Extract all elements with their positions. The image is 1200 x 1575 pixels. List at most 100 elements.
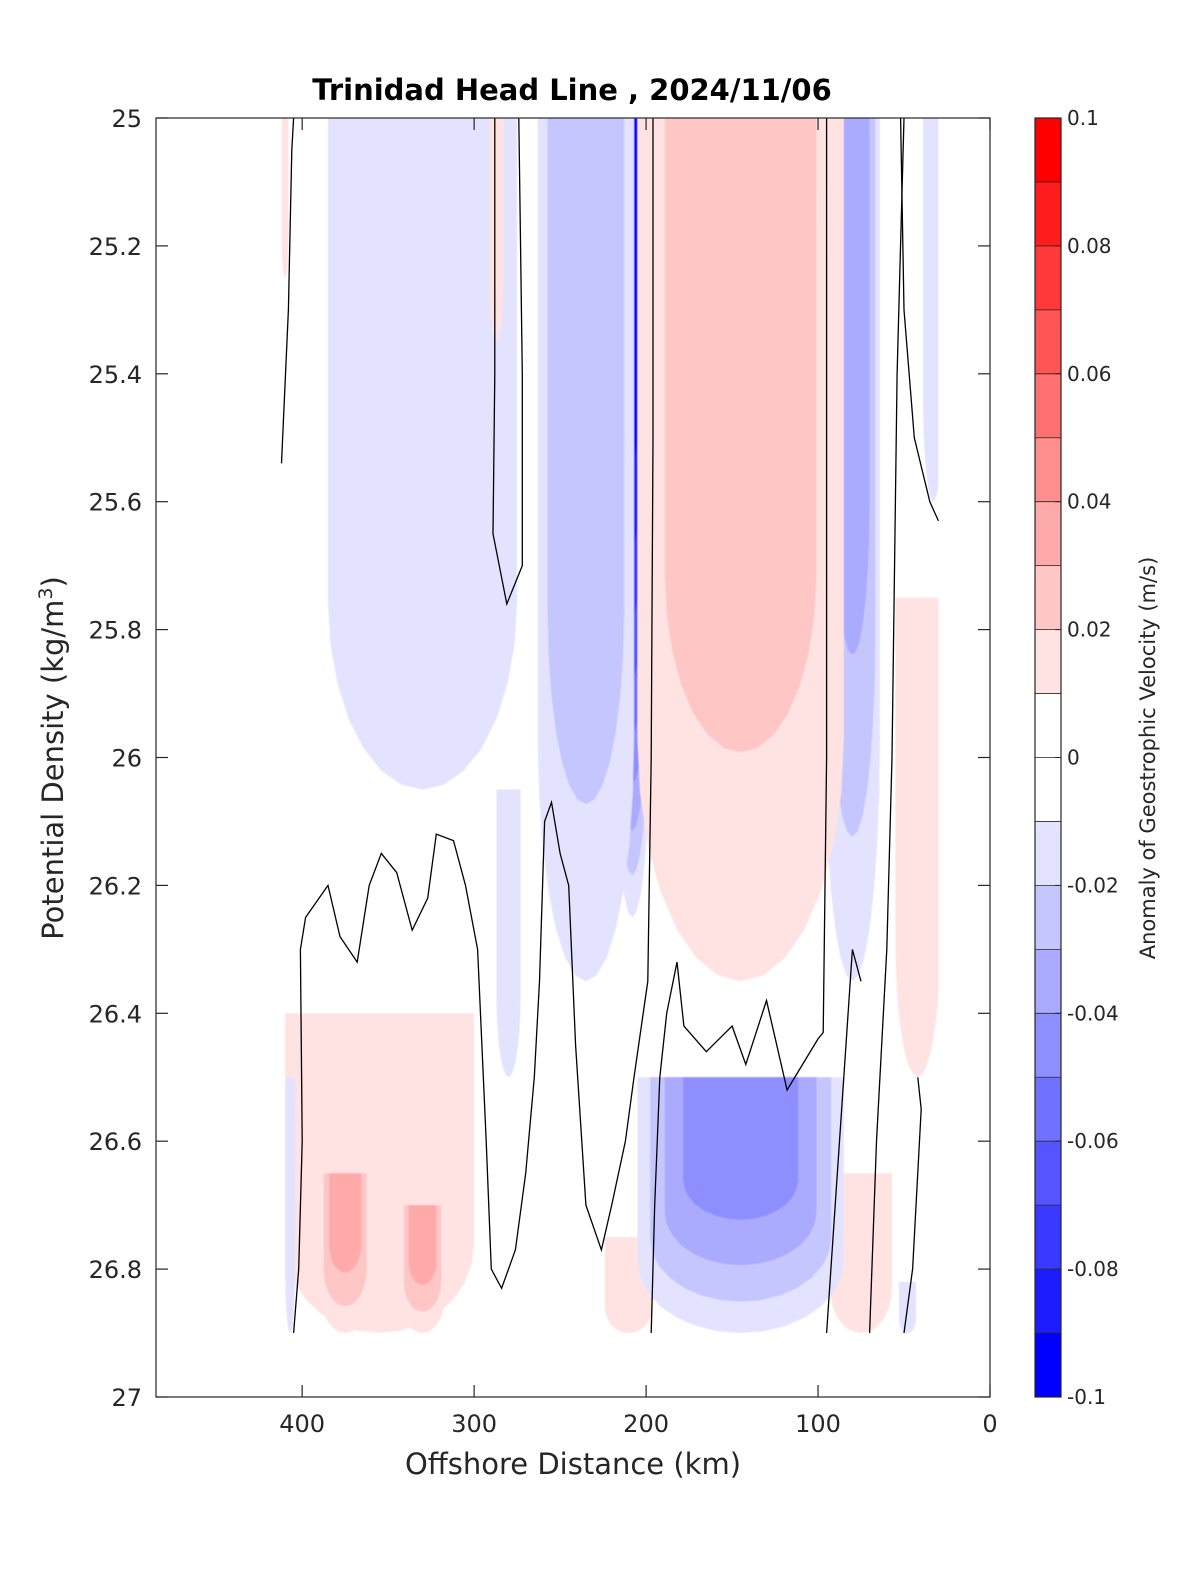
chart-title: Trinidad Head Line , 2024/11/06 xyxy=(312,73,832,107)
x-axis-ticks: 400 300 200 100 0 xyxy=(279,118,998,1438)
colorbar-swatch xyxy=(1035,1269,1061,1334)
x-tick-label: 200 xyxy=(623,1410,669,1438)
y-tick-label: 26.4 xyxy=(89,1000,142,1028)
contour-band xyxy=(489,118,504,342)
plot-area: 400 300 200 100 0 25 25.2 25.4 25.6 25.8 26 26.2 26… xyxy=(89,105,998,1438)
positive-anomaly-region xyxy=(489,118,504,342)
colorbar-swatch xyxy=(1035,181,1061,247)
zero-contour-line xyxy=(899,118,939,522)
contour-band xyxy=(683,1077,799,1220)
colorbar-swatch xyxy=(1035,501,1061,567)
colorbar-swatch xyxy=(1035,757,1061,822)
colorbar-swatch xyxy=(1035,437,1061,503)
y-axis-label-main: Potential Density (kg/m xyxy=(36,600,70,940)
zero-contour-line xyxy=(903,1077,922,1334)
colorbar-swatch xyxy=(1035,1013,1061,1078)
x-axis-label: Offshore Distance (km) xyxy=(405,1447,741,1481)
y-tick-label: 26.2 xyxy=(89,872,142,900)
contour-layers xyxy=(281,118,944,1333)
colorbar-swatch xyxy=(1035,693,1061,758)
zero-contour-lines xyxy=(280,118,939,1334)
colorbar-tick-label: 0.08 xyxy=(1067,234,1112,258)
colorbar-swatch xyxy=(1035,885,1061,950)
positive-anomaly-region xyxy=(895,597,941,1078)
x-tick-label: 400 xyxy=(279,1410,325,1438)
colorbar-tick-label: -0.08 xyxy=(1067,1257,1119,1281)
colorbar-tick-label: -0.06 xyxy=(1067,1129,1119,1153)
colorbar-tick-label: 0.1 xyxy=(1067,106,1099,130)
positive-anomaly-region xyxy=(281,118,289,278)
y-axis-label: Potential Density (kg/m3) xyxy=(35,576,70,940)
colorbar-tick-label: -0.02 xyxy=(1067,873,1119,897)
contour-band xyxy=(328,118,518,790)
contour-band xyxy=(285,1013,475,1333)
y-tick-label: 26 xyxy=(111,745,142,773)
contour-band xyxy=(547,118,625,805)
colorbar-swatch xyxy=(1035,245,1061,311)
positive-anomaly-region xyxy=(637,118,844,982)
contour-band xyxy=(408,1205,437,1285)
contour-fills xyxy=(156,118,990,1397)
colorbar-label: Anomaly of Geostrophic Velocity (m/s) xyxy=(1136,557,1160,960)
y-axis-label-superscript: 3 xyxy=(35,587,57,599)
zero-contour-line xyxy=(868,118,905,1334)
negative-anomaly-region xyxy=(496,789,521,1078)
colorbar-swatch xyxy=(1035,1205,1061,1270)
contour-band xyxy=(830,1173,892,1333)
colorbar-tick-label: 0.04 xyxy=(1067,490,1112,514)
colorbar-tick-label: -0.04 xyxy=(1067,1001,1119,1025)
y-tick-label: 25.6 xyxy=(89,489,142,517)
colorbar-swatch xyxy=(1035,1333,1061,1398)
negative-anomaly-region xyxy=(637,1077,844,1333)
colorbar-tick-label: 0.06 xyxy=(1067,362,1112,386)
contour-band xyxy=(281,118,289,278)
contour-band xyxy=(285,1077,296,1333)
x-tick-label: 100 xyxy=(795,1410,841,1438)
positive-anomaly-region xyxy=(285,1013,475,1333)
contour-band xyxy=(496,789,521,1078)
y-axis-label-close: ) xyxy=(36,576,70,587)
zero-contour-line xyxy=(825,949,862,1334)
negative-anomaly-region xyxy=(328,118,518,790)
contour-band xyxy=(664,118,817,753)
y-tick-label: 27 xyxy=(111,1384,142,1412)
contour-band xyxy=(329,1173,362,1273)
colorbar-swatch xyxy=(1035,1077,1061,1142)
contour-band xyxy=(895,597,941,1078)
y-tick-label: 25.8 xyxy=(89,617,142,645)
colorbar-swatch xyxy=(1035,309,1061,375)
negative-anomaly-region xyxy=(537,118,634,982)
y-tick-label: 25.2 xyxy=(89,233,142,261)
colorbar-tick-label: 0 xyxy=(1067,746,1080,770)
x-tick-label: 300 xyxy=(451,1410,497,1438)
negative-anomaly-region xyxy=(285,1077,296,1333)
contour-band xyxy=(835,118,870,655)
colorbar-swatch xyxy=(1035,565,1061,631)
y-axis-ticks: 25 25.2 25.4 25.6 25.8 26 26.2 26.4 26.6 26.8 27 xyxy=(89,105,990,1412)
x-tick-label: 0 xyxy=(982,1410,997,1438)
zero-contour-line xyxy=(292,118,654,1334)
no-data-mask-bottom xyxy=(156,1333,990,1397)
positive-anomaly-region xyxy=(319,1173,371,1333)
y-tick-label: 25.4 xyxy=(89,361,142,389)
colorbar-swatch xyxy=(1035,118,1061,183)
colorbar: 0.1 0.08 0.06 0.04 0.02 0 -0.02 -0.04 -0.06 -0.08… xyxy=(1034,106,1160,1409)
colorbar-ticks: 0.1 0.08 0.06 0.04 0.02 0 -0.02 -0.04 -0.06 -0.08… xyxy=(1055,106,1119,1409)
y-tick-label: 26.6 xyxy=(89,1128,142,1156)
zero-contour-line xyxy=(492,118,523,607)
zero-contour-line xyxy=(650,118,828,1334)
positive-anomaly-region xyxy=(400,1205,445,1333)
colorbar-swatch xyxy=(1035,1141,1061,1206)
colorbar-swatch xyxy=(1035,373,1061,439)
zero-contour-line xyxy=(280,118,295,464)
colorbar-swatch xyxy=(1035,821,1061,886)
no-data-mask-left xyxy=(156,118,282,1397)
colorbar-tick-label: 0.02 xyxy=(1067,618,1112,642)
y-tick-label: 26.8 xyxy=(89,1256,142,1284)
positive-anomaly-region xyxy=(830,1173,892,1333)
colorbar-swatch xyxy=(1035,949,1061,1014)
colorbar-swatch xyxy=(1035,629,1061,695)
y-tick-label: 25 xyxy=(111,105,142,133)
colorbar-tick-label: -0.1 xyxy=(1067,1385,1106,1409)
